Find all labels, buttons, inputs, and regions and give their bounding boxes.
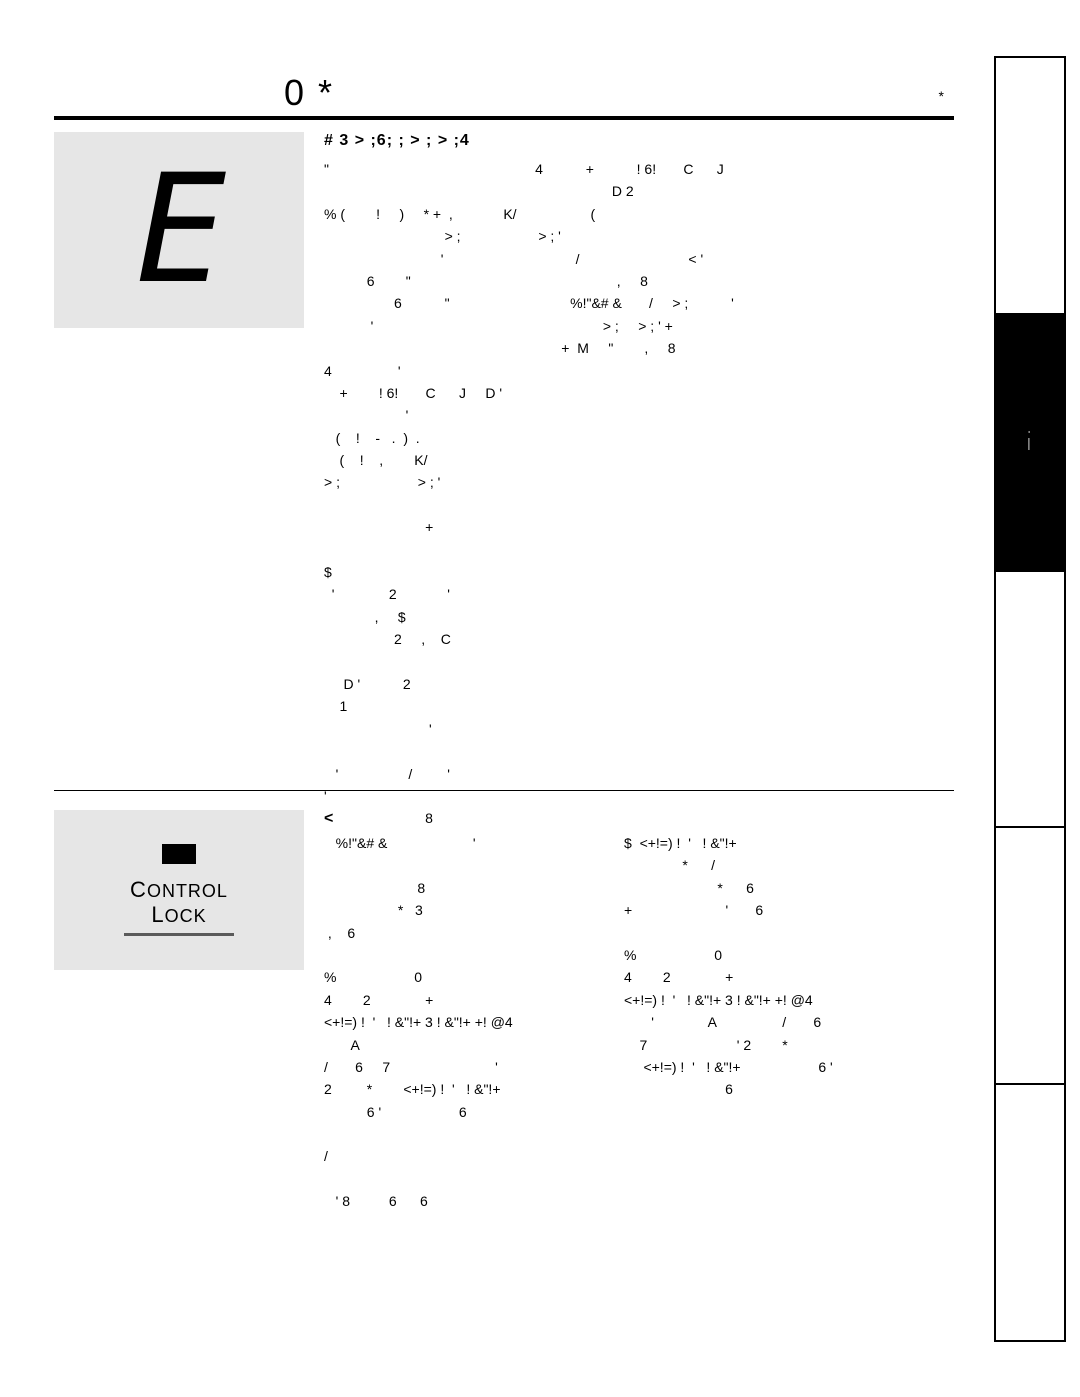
- section2-col2: $ <+!=) ! ' ! &"!+ * / * 6 + ' 6 % 0 4 2…: [624, 832, 904, 1101]
- control-lock-label: CONTROL LOCK: [130, 878, 228, 926]
- side-tab-1[interactable]: [996, 58, 1064, 315]
- lock-indicator-icon: [162, 844, 196, 864]
- control-lock-underline: [124, 933, 234, 936]
- page-root: 0 * * E # 3 > ;6; ; > ; > ;4 " 4 + ! 6! …: [0, 0, 1080, 1397]
- content-area: 0 * * E # 3 > ;6; ; > ; > ;4 " 4 + ! 6! …: [54, 0, 954, 1397]
- control-lock-rest2: OCK: [165, 906, 207, 926]
- section2-heading: <: [324, 810, 333, 828]
- section2-col1: %!"&# & ' 8 * 3 , 6 % 0 4 2 + <+!=) ! ' …: [324, 832, 604, 1213]
- display-panel-control-lock: CONTROL LOCK: [54, 810, 304, 970]
- page-number: *: [939, 88, 944, 104]
- section-title: 0 *: [284, 72, 334, 114]
- section1-body: " 4 + ! 6! C J D 2 % ( ! ) *: [324, 158, 604, 830]
- side-tab-2[interactable]: ·—: [996, 315, 1064, 572]
- side-tab-4[interactable]: [996, 828, 1064, 1085]
- rule-top: [54, 116, 954, 120]
- control-lock-line1: C: [130, 877, 147, 902]
- seven-segment-e: E: [136, 155, 222, 305]
- section1-heading: # 3 > ;6; ; > ; > ;4: [324, 132, 470, 150]
- side-tab-3[interactable]: [996, 572, 1064, 829]
- control-lock-line2: L: [151, 902, 164, 927]
- side-tab-5[interactable]: [996, 1085, 1064, 1340]
- control-lock-rest1: ONTROL: [147, 881, 228, 901]
- display-panel-e: E: [54, 132, 304, 328]
- side-tab-strip: ·—: [994, 56, 1066, 1342]
- rule-mid: [54, 790, 954, 791]
